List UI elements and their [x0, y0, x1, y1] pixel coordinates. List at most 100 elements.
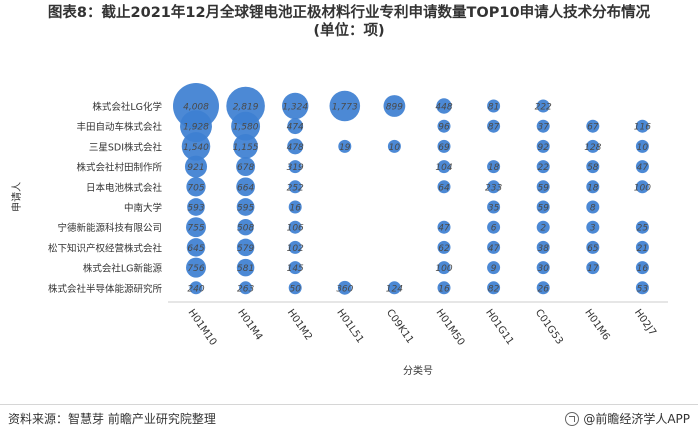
- bubble-value-label: 263: [237, 284, 254, 294]
- bubble: [236, 198, 255, 216]
- bubble-value-label: 100: [435, 264, 452, 274]
- bubble: [187, 198, 205, 216]
- bubble-value-label: 319: [287, 163, 304, 173]
- bubble-value-label: 252: [287, 183, 304, 193]
- y-tick-label: 宁德新能源科技有限公司: [57, 222, 162, 234]
- x-tick-label: H01M2: [285, 307, 314, 342]
- bubble-value-label: 448: [435, 103, 452, 113]
- bubble-value-label: 30: [537, 264, 549, 274]
- y-tick-label: 松下知识产权经营株式会社: [48, 242, 163, 254]
- bubble-value-label: 21: [637, 244, 648, 254]
- bubble: [536, 220, 550, 234]
- bubble: [288, 160, 302, 174]
- bubble-value-label: 96: [438, 123, 450, 133]
- bubble-value-label: 4,008: [183, 103, 209, 113]
- y-tick-label: 中南大学: [124, 202, 162, 214]
- bubble-value-label: 2,819: [233, 103, 259, 113]
- bubble-value-label: 1,155: [233, 143, 259, 153]
- x-tick-label: H01G11: [483, 307, 515, 347]
- bubble: [239, 281, 253, 295]
- bubble-value-label: 360: [336, 284, 353, 294]
- bubble-value-label: 82: [488, 284, 500, 294]
- bubble-value-label: 106: [287, 224, 304, 234]
- bubble: [231, 111, 261, 141]
- bubble: [437, 119, 451, 133]
- bubble: [487, 281, 501, 295]
- bubble-value-label: 38: [537, 244, 549, 254]
- bubble-value-label: 6: [491, 224, 497, 234]
- bubble-value-label: 47: [488, 244, 500, 254]
- bubble: [586, 200, 600, 214]
- bubble: [635, 119, 649, 133]
- bubble: [536, 160, 550, 174]
- bubble: [186, 177, 206, 197]
- bubble-value-label: 65: [587, 244, 599, 254]
- bubble-value-label: 50: [289, 284, 301, 294]
- bubble-value-label: 705: [187, 183, 204, 193]
- bubble: [536, 261, 550, 275]
- x-tick-label: H01L51: [334, 307, 365, 345]
- bubble: [236, 258, 255, 277]
- bubble: [536, 139, 550, 153]
- bubble-value-label: 645: [187, 244, 204, 254]
- bubble-value-label: 116: [634, 123, 651, 133]
- bubble: [436, 98, 452, 114]
- bubble-value-label: 37: [537, 123, 549, 133]
- bubble: [586, 119, 600, 133]
- y-tick-label: 日本电池株式会社: [86, 182, 163, 194]
- bubble: [635, 261, 649, 275]
- bubble-value-label: 26: [537, 284, 549, 294]
- x-tick-label: H02J7: [632, 307, 658, 338]
- bubble: [233, 134, 258, 159]
- bubble: [586, 240, 600, 254]
- bubble: [437, 160, 451, 174]
- bubble-value-label: 22: [537, 163, 549, 173]
- bubble-value-label: 92: [537, 143, 549, 153]
- bubble: [536, 281, 550, 295]
- bubble: [288, 281, 302, 295]
- x-tick-label: H01M6: [582, 307, 611, 342]
- bubble-value-label: 35: [488, 204, 500, 214]
- chart-title: 图表8：截止2021年12月全球锂电池正极材料行业专利申请数量TOP10申请人技…: [0, 4, 698, 40]
- y-tick-label: 丰田自动车株式会社: [76, 121, 162, 133]
- bubble: [181, 132, 211, 161]
- bubble: [586, 139, 600, 153]
- bubble-value-label: 145: [287, 264, 304, 274]
- bubble: [236, 157, 256, 177]
- bubble-value-label: 1,540: [183, 143, 209, 153]
- bubble: [635, 160, 649, 174]
- bubble: [437, 240, 451, 254]
- bubble-value-label: 16: [289, 204, 301, 214]
- bubble-value-label: 756: [187, 264, 204, 274]
- bubble-chart: 株式会社LG化学丰田自动车株式会社三星SDI株式会社株式会社村田制作所日本电池株…: [10, 83, 668, 377]
- bubble-value-label: 19: [339, 143, 351, 153]
- bubble-value-label: 10: [389, 143, 401, 153]
- bubble: [281, 92, 309, 120]
- bubble-value-label: 664: [237, 183, 254, 193]
- bubble-value-label: 595: [237, 204, 254, 214]
- bubble: [487, 261, 501, 275]
- bubble: [635, 220, 649, 234]
- bubble-value-label: 64: [438, 183, 450, 193]
- bubble: [288, 200, 302, 214]
- bubble-value-label: 59: [537, 183, 549, 193]
- bubble: [288, 180, 302, 194]
- bubble: [387, 139, 401, 153]
- bubble: [536, 240, 550, 254]
- bubble: [487, 200, 501, 214]
- y-tick-label: 株式会社LG化学: [92, 101, 162, 113]
- bubble-value-label: 1,928: [183, 123, 209, 133]
- bubble: [437, 281, 451, 295]
- y-tick-label: 株式会社村田制作所: [76, 162, 162, 174]
- bubble: [635, 180, 649, 194]
- bubble-value-label: 474: [287, 123, 304, 133]
- bubble: [236, 238, 255, 257]
- bubble-value-label: 9: [491, 264, 497, 274]
- bubble: [487, 119, 501, 133]
- bubble-value-label: 100: [634, 183, 651, 193]
- bubble-value-label: 921: [187, 163, 204, 173]
- bubble-value-label: 124: [386, 284, 403, 294]
- bubble: [287, 118, 304, 135]
- bubble-value-label: 25: [637, 224, 649, 234]
- bubble: [288, 261, 302, 275]
